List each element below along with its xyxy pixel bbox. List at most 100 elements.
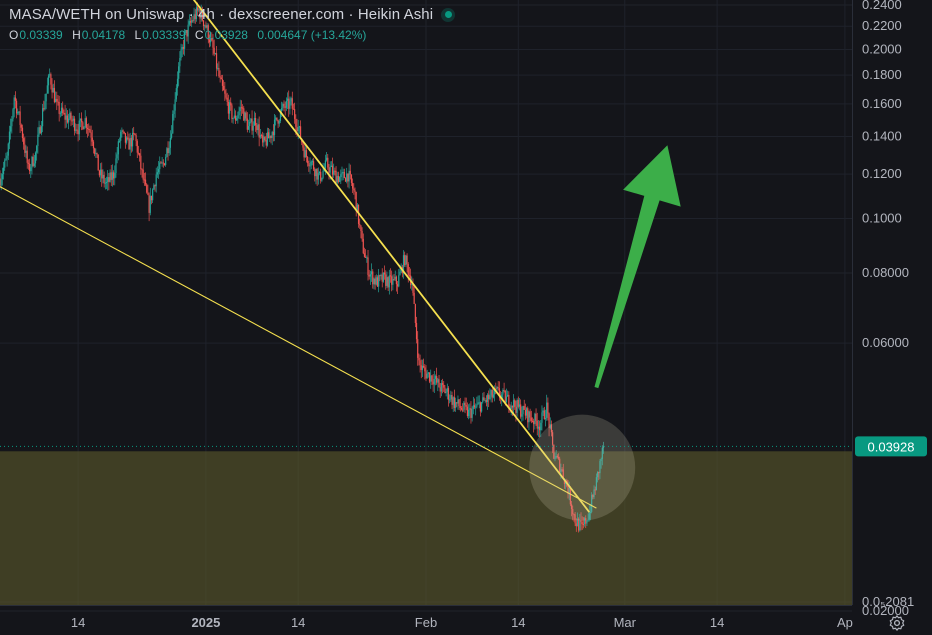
y-tick-label: 0.0₅2081 xyxy=(862,594,914,609)
candle-body xyxy=(440,383,442,392)
candle-body xyxy=(13,97,15,110)
candle-body xyxy=(582,524,584,526)
candle-body xyxy=(562,469,564,479)
candle-body xyxy=(142,169,144,180)
candle-body xyxy=(549,424,551,428)
candle-body xyxy=(324,160,327,169)
x-tick-label: Mar xyxy=(614,615,637,630)
candle-body xyxy=(7,143,9,156)
candle-body xyxy=(278,121,280,124)
candle-body xyxy=(598,471,600,474)
candle-body xyxy=(169,137,171,148)
candle-body xyxy=(206,25,208,28)
candle-body xyxy=(481,402,483,412)
candle-body xyxy=(444,387,446,394)
candle-body xyxy=(140,155,142,170)
candle-body xyxy=(178,66,180,79)
candle-body xyxy=(110,172,112,180)
candle-body xyxy=(266,132,269,146)
candle-body xyxy=(214,53,216,55)
candle-body xyxy=(486,394,489,403)
candle-body xyxy=(57,101,59,103)
candle-body xyxy=(305,150,308,157)
candle-body xyxy=(576,518,579,527)
candle-body xyxy=(414,303,416,323)
candle-body xyxy=(527,408,529,423)
candle-body xyxy=(131,132,134,147)
candle-body xyxy=(439,387,441,392)
candle-body xyxy=(149,195,151,213)
candle-body xyxy=(201,10,203,21)
candle-body xyxy=(321,177,323,181)
y-tick-label: 0.06000 xyxy=(862,335,909,350)
candle-body xyxy=(23,138,25,145)
candle-body xyxy=(33,163,35,166)
candle-body xyxy=(85,118,87,128)
gear-icon[interactable] xyxy=(888,614,906,632)
candle-body xyxy=(191,20,193,23)
candle-body xyxy=(594,489,596,491)
candle-body xyxy=(363,253,366,257)
candle-body xyxy=(441,383,444,385)
candle-body xyxy=(405,255,407,266)
candle-body xyxy=(270,135,272,138)
candle-body xyxy=(548,413,550,428)
candle-body xyxy=(115,158,117,174)
candle-body xyxy=(101,169,103,179)
candle-body xyxy=(297,127,299,132)
candle-body xyxy=(379,275,381,277)
candle-body xyxy=(424,367,426,372)
candle-body xyxy=(19,111,21,125)
candle-body xyxy=(496,387,498,390)
candle-body xyxy=(572,509,574,515)
candle-body xyxy=(42,108,44,127)
candle-body xyxy=(589,511,592,513)
candle-body xyxy=(411,284,413,286)
open-key: O xyxy=(9,28,19,42)
candle-body xyxy=(95,153,97,155)
candle-body xyxy=(174,99,176,111)
candle-body xyxy=(208,39,211,43)
candle-body xyxy=(77,130,79,135)
candle-body xyxy=(567,486,569,494)
candle-body xyxy=(570,504,573,510)
low-key: L xyxy=(134,28,142,42)
candle-body xyxy=(304,150,306,158)
candle-body xyxy=(349,170,351,175)
candle-body xyxy=(123,131,125,134)
candle-body xyxy=(259,135,261,138)
candle-body xyxy=(279,111,282,122)
candle-body xyxy=(281,108,283,112)
candle-body xyxy=(534,413,536,425)
candle-body xyxy=(172,113,174,134)
candle-body xyxy=(37,134,39,147)
candle-body xyxy=(373,278,375,285)
candle-body xyxy=(213,47,215,54)
candle-body xyxy=(471,408,473,418)
candle-body xyxy=(318,171,321,174)
candle-body xyxy=(302,142,304,148)
candle-body xyxy=(550,424,553,433)
candle-body xyxy=(370,271,373,275)
candle-body xyxy=(217,67,219,69)
candle-body xyxy=(543,410,545,420)
candle-body xyxy=(425,371,427,379)
candle-body xyxy=(109,172,111,182)
candle-body xyxy=(182,47,185,49)
candle-body xyxy=(299,126,302,139)
time-scale-border xyxy=(0,605,852,606)
candle-body xyxy=(28,163,31,172)
candle-body xyxy=(195,7,198,20)
candle-body xyxy=(555,455,557,459)
candle-body xyxy=(520,404,522,417)
candle-body xyxy=(290,98,292,102)
candle-body xyxy=(523,405,525,410)
candle-body xyxy=(159,162,161,170)
candle-body xyxy=(81,118,83,123)
candle-body xyxy=(161,162,163,164)
candle-body xyxy=(309,165,311,167)
candle-body xyxy=(193,14,195,21)
candle-body xyxy=(593,489,595,498)
